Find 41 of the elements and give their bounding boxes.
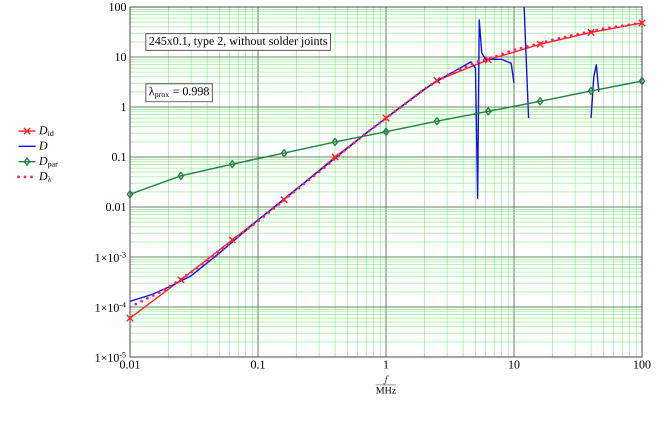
y-tick-label: 1 (122, 103, 126, 111)
x-tick-label: 0.1 (250, 360, 265, 369)
point (280, 196, 288, 204)
point (587, 28, 595, 36)
point (536, 97, 544, 106)
y-tick-label: 100 (110, 2, 126, 12)
legend-label: D$_{par}$ (38, 156, 58, 168)
x-tick-label: 10 (509, 360, 520, 369)
point (228, 236, 236, 244)
x-tick-label: 1 (384, 360, 388, 368)
y-tick-label: 0.01 (106, 202, 126, 212)
point (126, 314, 134, 322)
legend-label: D$_{id}$ (38, 126, 54, 136)
point (433, 76, 441, 84)
y-tick-label: 1×10$^{-4}$ (96, 302, 126, 312)
y-tick-label: 1×10$^{-3}$ (96, 252, 126, 262)
point (638, 76, 646, 86)
x-tick-label: 100 (634, 360, 651, 369)
point (332, 138, 338, 146)
point (126, 190, 134, 198)
legend-label: D (38, 142, 48, 150)
point (228, 160, 236, 168)
point (177, 276, 185, 284)
legend-label: D$_{λ}$ (38, 172, 52, 182)
x-axis-title: $\frac{f}{\mathrm{MHz}}$ (376, 375, 396, 394)
y-tick-label: 0.1 (112, 152, 126, 162)
y-tick-label: 1×10$^{-5}$ (96, 352, 126, 362)
point (638, 19, 646, 27)
annotation: λ$_{prox}$ = 0.998 (149, 86, 209, 99)
point (484, 56, 492, 64)
point (434, 117, 440, 126)
y-tick-label: 10 (116, 52, 126, 62)
point (280, 148, 288, 158)
annotation: 245x0.1, type 2, without solder joints (149, 36, 328, 48)
point (536, 40, 544, 48)
point (178, 172, 184, 180)
point (331, 153, 339, 161)
point (382, 114, 390, 122)
point (382, 128, 390, 136)
point (588, 86, 594, 96)
point (484, 107, 492, 116)
